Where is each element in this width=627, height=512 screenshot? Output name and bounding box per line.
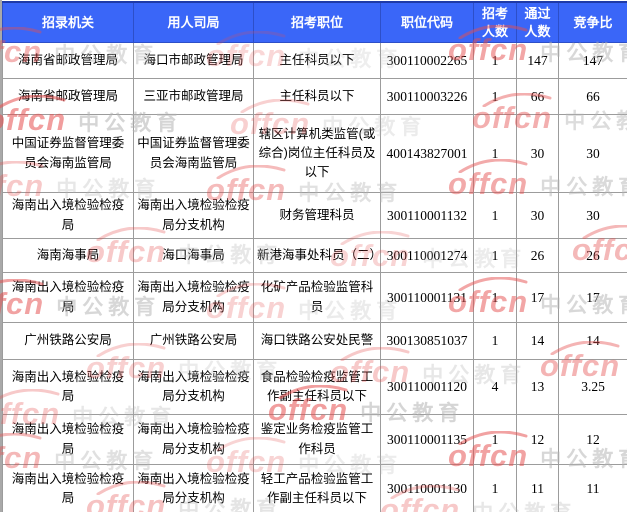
- cell-agency: 海南省邮政管理局: [2, 78, 134, 116]
- cell-code: 300110001132: [380, 192, 474, 240]
- table-row: 海南出入境检验检疫局 海南出入境检验检疫局分支机构 财务管理科员 3001100011…: [2, 192, 627, 240]
- cell-ratio: 30: [558, 114, 627, 194]
- cell-department: 中国证券监督管理委员会海南监管局: [133, 114, 254, 194]
- cell-code: 300110001131: [380, 272, 474, 324]
- cell-position: 辖区计算机类监管(或综合)岗位主任科员及以下: [253, 114, 381, 194]
- cell-passed: 14: [516, 322, 559, 361]
- cell-recruit: 1: [473, 322, 517, 361]
- cell-ratio: 147: [558, 42, 627, 80]
- cell-ratio: 14: [558, 322, 627, 361]
- cell-recruit: 1: [473, 192, 517, 240]
- cell-passed: 66: [516, 78, 559, 116]
- table-row: 海南出入境检验检疫局 海南出入境检验检疫局分支机构 化矿产品检验监管科员 300110…: [2, 272, 627, 324]
- cell-department: 海南出入境检验检疫局分支机构: [133, 414, 254, 466]
- cell-passed: 17: [516, 272, 559, 324]
- cell-code: 300110002265: [380, 42, 474, 80]
- cell-department: 海口市邮政管理局: [133, 42, 254, 80]
- cell-recruit: 1: [473, 238, 517, 274]
- cell-agency: 海南出入境检验检疫局: [2, 414, 134, 466]
- table-row: 广州铁路公安局 广州铁路公安局 海口铁路公安处民警 300130851037 1 14 14: [2, 322, 627, 361]
- cell-ratio: 26: [558, 238, 627, 274]
- table-row: 海南出入境检验检疫局 海南出入境检验检疫局分支机构 轻工产品检验监管工作副主任科员以…: [2, 464, 627, 512]
- cell-department: 三亚市邮政管理局: [133, 78, 254, 116]
- cell-position: 食品检验检疫监管工作副主任科员以下: [253, 359, 381, 416]
- cell-recruit: 1: [473, 78, 517, 116]
- table-row: 海南省邮政管理局 海口市邮政管理局 主任科员以下 300110002265 1 147 14…: [2, 42, 627, 80]
- cell-passed: 13: [516, 359, 559, 416]
- cell-passed: 30: [516, 192, 559, 240]
- cell-ratio: 11: [558, 464, 627, 512]
- cell-code: 300130851037: [380, 322, 474, 361]
- left-border-line: [0, 0, 2, 512]
- cell-ratio: 12: [558, 414, 627, 466]
- col-header-ratio: 竞争比: [558, 3, 627, 44]
- cell-agency: 海南出入境检验检疫局: [2, 359, 134, 416]
- cell-ratio: 3.25: [558, 359, 627, 416]
- top-border-line: [2, 1, 627, 3]
- table-row: 中国证券监督管理委员会海南监管局 中国证券监督管理委员会海南监管局 辖区计算机类监管…: [2, 114, 627, 194]
- table-header: 招录机关 用人司局 招考职位 职位代码 招考人数 通过人数 竞争比: [2, 3, 627, 44]
- top-white-line: [0, 0, 627, 1]
- positions-table: 招录机关 用人司局 招考职位 职位代码 招考人数 通过人数 竞争比 海南省邮政管…: [2, 3, 627, 512]
- cell-department: 海南出入境检验检疫局分支机构: [133, 464, 254, 512]
- col-header-recruit: 招考人数: [473, 3, 517, 44]
- cell-passed: 12: [516, 414, 559, 466]
- cell-recruit: 4: [473, 359, 517, 416]
- cell-agency: 海南出入境检验检疫局: [2, 464, 134, 512]
- col-header-code: 职位代码: [380, 3, 474, 44]
- cell-passed: 11: [516, 464, 559, 512]
- cell-department: 海南出入境检验检疫局分支机构: [133, 192, 254, 240]
- cell-position: 新港海事处科员（二）: [253, 238, 381, 274]
- cell-ratio: 66: [558, 78, 627, 116]
- cell-department: 海南出入境检验检疫局分支机构: [133, 359, 254, 416]
- cell-agency: 海南海事局: [2, 238, 134, 274]
- cell-department: 海口海事局: [133, 238, 254, 274]
- cell-recruit: 1: [473, 114, 517, 194]
- cell-recruit: 1: [473, 414, 517, 466]
- cell-code: 300110001135: [380, 414, 474, 466]
- cell-agency: 海南出入境检验检疫局: [2, 192, 134, 240]
- cell-passed: 147: [516, 42, 559, 80]
- table-row: 海南海事局 海口海事局 新港海事处科员（二） 300110001274 1 26 26: [2, 238, 627, 274]
- cell-passed: 30: [516, 114, 559, 194]
- cell-position: 鉴定业务检疫监管工作科员: [253, 414, 381, 466]
- table-row: 海南出入境检验检疫局 海南出入境检验检疫局分支机构 鉴定业务检疫监管工作科员 3001…: [2, 414, 627, 466]
- cell-agency: 中国证券监督管理委员会海南监管局: [2, 114, 134, 194]
- cell-position: 轻工产品检验监管工作副主任科员以下: [253, 464, 381, 512]
- cell-position: 财务管理科员: [253, 192, 381, 240]
- cell-recruit: 1: [473, 272, 517, 324]
- col-header-agency: 招录机关: [2, 3, 134, 44]
- cell-passed: 26: [516, 238, 559, 274]
- cell-agency: 广州铁路公安局: [2, 322, 134, 361]
- cell-code: 400143827001: [380, 114, 474, 194]
- cell-agency: 海南省邮政管理局: [2, 42, 134, 80]
- table-row: 海南省邮政管理局 三亚市邮政管理局 主任科员以下 300110003226 1 66 66: [2, 78, 627, 116]
- cell-code: 300110001130: [380, 464, 474, 512]
- cell-code: 300110001120: [380, 359, 474, 416]
- cell-code: 300110003226: [380, 78, 474, 116]
- cell-code: 300110001274: [380, 238, 474, 274]
- header-row: 招录机关 用人司局 招考职位 职位代码 招考人数 通过人数 竞争比: [2, 3, 627, 44]
- cell-ratio: 17: [558, 272, 627, 324]
- cell-position: 主任科员以下: [253, 42, 381, 80]
- col-header-position: 招考职位: [253, 3, 381, 44]
- col-header-department: 用人司局: [133, 3, 254, 44]
- table-row: 海南出入境检验检疫局 海南出入境检验检疫局分支机构 食品检验检疫监管工作副主任科员以…: [2, 359, 627, 416]
- cell-ratio: 30: [558, 192, 627, 240]
- cell-agency: 海南出入境检验检疫局: [2, 272, 134, 324]
- table-body: 海南省邮政管理局 海口市邮政管理局 主任科员以下 300110002265 1 147 14…: [2, 42, 627, 512]
- cell-department: 广州铁路公安局: [133, 322, 254, 361]
- cell-department: 海南出入境检验检疫局分支机构: [133, 272, 254, 324]
- col-header-passed: 通过人数: [516, 3, 559, 44]
- cell-recruit: 1: [473, 42, 517, 80]
- cell-position: 主任科员以下: [253, 78, 381, 116]
- cell-position: 化矿产品检验监管科员: [253, 272, 381, 324]
- cell-position: 海口铁路公安处民警: [253, 322, 381, 361]
- cell-recruit: 1: [473, 464, 517, 512]
